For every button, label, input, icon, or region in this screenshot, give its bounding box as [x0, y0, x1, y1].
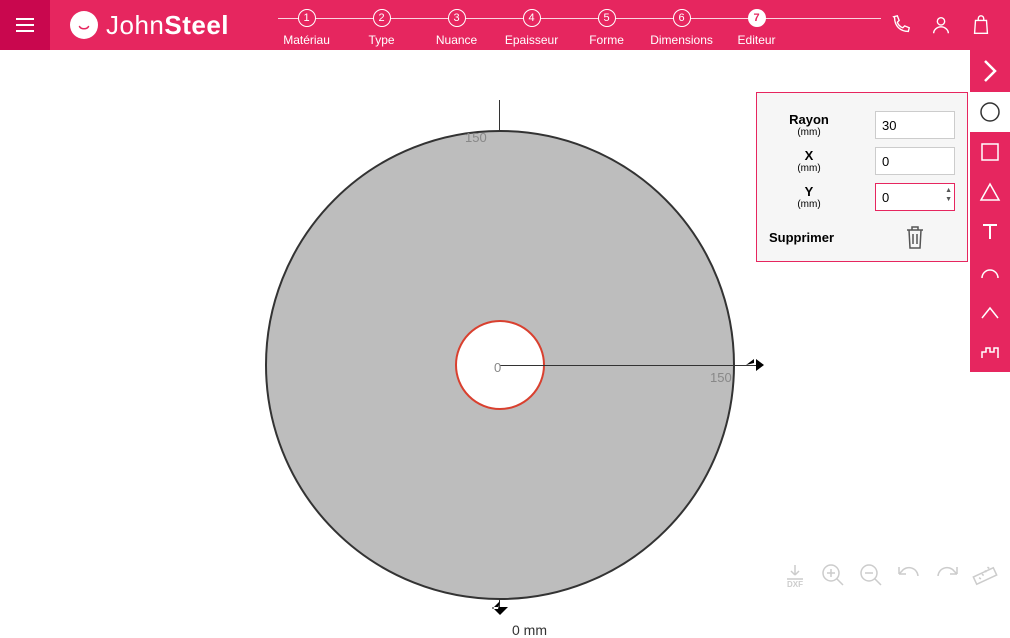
step-number: 7: [748, 9, 766, 27]
brand-second: Steel: [164, 10, 229, 41]
tool-angle[interactable]: [970, 292, 1010, 332]
x-input[interactable]: [875, 147, 955, 175]
tool-arc[interactable]: [970, 252, 1010, 292]
step-label: Epaisseur: [505, 33, 558, 47]
brand-first: John: [106, 10, 164, 41]
step-type[interactable]: 2 Type: [344, 9, 419, 47]
svg-text:DXF: DXF: [787, 580, 803, 588]
import-dxf-icon[interactable]: DXF: [782, 562, 808, 588]
ruler-icon[interactable]: [972, 562, 998, 588]
phone-icon[interactable]: [890, 14, 912, 36]
x-row: X(mm): [769, 147, 955, 175]
step-nuance[interactable]: 3 Nuance: [419, 9, 494, 47]
x-label: X(mm): [769, 148, 849, 174]
y-input[interactable]: [875, 183, 955, 211]
brand-logo[interactable]: JohnSteel: [70, 10, 229, 41]
step-editeur[interactable]: 7 Editeur: [719, 9, 794, 47]
zoom-in-icon[interactable]: [820, 562, 846, 588]
step-number: 4: [523, 9, 541, 27]
tool-castellation[interactable]: [970, 332, 1010, 372]
logo-badge-icon: [70, 11, 98, 39]
tool-square[interactable]: [970, 132, 1010, 172]
bottom-toolbar: DXF: [782, 562, 998, 588]
dim-label-right: 150: [710, 370, 732, 385]
stepper: 1 Matériau 2 Type 3 Nuance 4 Epaisseur 5 Form…: [269, 3, 890, 47]
step-label: Type: [369, 33, 395, 47]
shape-tool-rail: [970, 50, 1010, 372]
step-label: Dimensions: [650, 33, 713, 47]
step-dimensions[interactable]: 6 Dimensions: [644, 9, 719, 47]
delete-label: Supprimer: [769, 230, 834, 245]
undo-icon[interactable]: [896, 562, 922, 588]
rayon-label: Rayon(mm): [769, 112, 849, 138]
redo-icon[interactable]: [934, 562, 960, 588]
zoom-out-icon[interactable]: [858, 562, 884, 588]
rayon-input[interactable]: [875, 111, 955, 139]
spinner-buttons[interactable]: ▲▼: [945, 186, 952, 204]
step-number: 1: [298, 9, 316, 27]
trash-icon[interactable]: [903, 223, 927, 251]
step-number: 2: [373, 9, 391, 27]
step-label: Nuance: [436, 33, 477, 47]
step-label: Forme: [589, 33, 624, 47]
top-icons: [890, 14, 992, 36]
menu-button[interactable]: [0, 0, 50, 50]
step-number: 3: [448, 9, 466, 27]
step-label: Editeur: [738, 33, 776, 47]
tool-circle[interactable]: [970, 92, 1010, 132]
arrow-right-icon: [746, 358, 764, 372]
axis-horizontal: [500, 365, 756, 366]
collapse-rail-button[interactable]: [970, 50, 1010, 92]
tool-text[interactable]: [970, 212, 1010, 252]
delete-row: Supprimer: [769, 223, 955, 251]
step-number: 6: [673, 9, 691, 27]
top-bar: JohnSteel 1 Matériau 2 Type 3 Nuance 4 Epais…: [0, 0, 1010, 50]
arrow-down-icon: [482, 601, 518, 615]
step-number: 5: [598, 9, 616, 27]
origin-label: 0: [494, 360, 501, 375]
rayon-row: Rayon(mm): [769, 111, 955, 139]
step-epaisseur[interactable]: 4 Epaisseur: [494, 9, 569, 47]
step-materiau[interactable]: 1 Matériau: [269, 9, 344, 47]
properties-panel: Rayon(mm) X(mm) Y(mm) ▲▼ Supprimer: [756, 92, 968, 262]
bag-icon[interactable]: [970, 14, 992, 36]
step-forme[interactable]: 5 Forme: [569, 9, 644, 47]
dim-label-top: 150: [465, 130, 487, 145]
step-label: Matériau: [283, 33, 330, 47]
account-icon[interactable]: [930, 14, 952, 36]
tool-triangle[interactable]: [970, 172, 1010, 212]
y-row: Y(mm) ▲▼: [769, 183, 955, 211]
y-label: Y(mm): [769, 184, 849, 210]
dim-label-bottom: 0 mm: [512, 622, 547, 638]
